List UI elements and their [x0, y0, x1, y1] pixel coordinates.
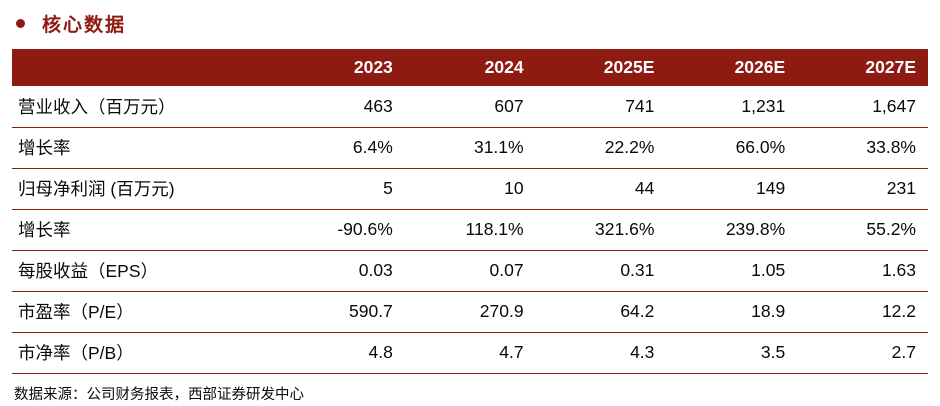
table-row-eps: 每股收益（EPS） 0.03 0.07 0.31 1.05 1.63 [12, 250, 928, 292]
table-row-profit-growth: 增长率 -90.6% 118.1% 321.6% 239.8% 55.2% [12, 209, 928, 251]
row-label: 市净率（P/B） [12, 332, 274, 374]
row-label: 市盈率（P/E） [12, 291, 274, 333]
cell-value: 31.1% [404, 127, 536, 169]
col-header-2025e: 2025E [535, 49, 667, 86]
cell-value: 2.7 [797, 332, 928, 374]
cell-value: 741 [535, 86, 667, 128]
col-header-2024: 2024 [404, 49, 536, 86]
cell-value: 66.0% [666, 127, 798, 169]
source-note: 数据来源：公司财务报表，西部证券研发中心 [14, 386, 304, 403]
cell-value: 4.8 [274, 332, 405, 374]
cell-value: 44 [535, 168, 667, 210]
cell-value: 33.8% [797, 127, 928, 169]
cell-value: 1,647 [797, 86, 928, 128]
cell-value: 4.3 [535, 332, 667, 374]
table-header-row: 2023 2024 2025E 2026E 2027E [12, 49, 928, 86]
cell-value: 607 [404, 86, 536, 128]
cell-value: 12.2 [797, 291, 928, 333]
cell-value: 5 [274, 168, 405, 210]
cell-value: 18.9 [666, 291, 798, 333]
col-header-2026e: 2026E [666, 49, 798, 86]
cell-value: 149 [666, 168, 798, 210]
core-data-table: 2023 2024 2025E 2026E 2027E 营业收入（百万元） 46… [12, 49, 928, 374]
col-header-2023: 2023 [274, 49, 405, 86]
cell-value: 55.2% [797, 209, 928, 251]
cell-value: 590.7 [274, 291, 405, 333]
cell-value: 0.03 [274, 250, 405, 292]
table-row-revenue-growth: 增长率 6.4% 31.1% 22.2% 66.0% 33.8% [12, 127, 928, 169]
cell-value: 22.2% [535, 127, 667, 169]
row-label: 增长率 [12, 209, 274, 251]
col-header-2027e: 2027E [797, 49, 928, 86]
row-label: 每股收益（EPS） [12, 250, 274, 292]
section-title: 核心数据 [42, 15, 127, 36]
row-label: 增长率 [12, 127, 274, 169]
cell-value: 321.6% [535, 209, 667, 251]
cell-value: 1,231 [666, 86, 798, 128]
cell-value: 4.7 [404, 332, 536, 374]
table-row-net-profit: 归母净利润 (百万元) 5 10 44 149 231 [12, 168, 928, 210]
cell-value: 231 [797, 168, 928, 210]
cell-value: 463 [274, 86, 405, 128]
bullet-icon [16, 19, 25, 28]
cell-value: 1.63 [797, 250, 928, 292]
section-title-row: 核心数据 [12, 6, 928, 49]
col-header-empty [12, 49, 274, 86]
cell-value: 10 [404, 168, 536, 210]
cell-value: 6.4% [274, 127, 405, 169]
row-label: 营业收入（百万元） [12, 86, 274, 128]
row-label: 归母净利润 (百万元) [12, 168, 274, 210]
table-row-revenue: 营业收入（百万元） 463 607 741 1,231 1,647 [12, 86, 928, 128]
cell-value: 0.07 [404, 250, 536, 292]
cell-value: -90.6% [274, 209, 405, 251]
cell-value: 118.1% [404, 209, 536, 251]
cell-value: 0.31 [535, 250, 667, 292]
table-row-pe: 市盈率（P/E） 590.7 270.9 64.2 18.9 12.2 [12, 291, 928, 333]
cell-value: 3.5 [666, 332, 798, 374]
table-row-pb: 市净率（P/B） 4.8 4.7 4.3 3.5 2.7 [12, 332, 928, 374]
cell-value: 1.05 [666, 250, 798, 292]
cell-value: 64.2 [535, 291, 667, 333]
cell-value: 239.8% [666, 209, 798, 251]
cell-value: 270.9 [404, 291, 536, 333]
